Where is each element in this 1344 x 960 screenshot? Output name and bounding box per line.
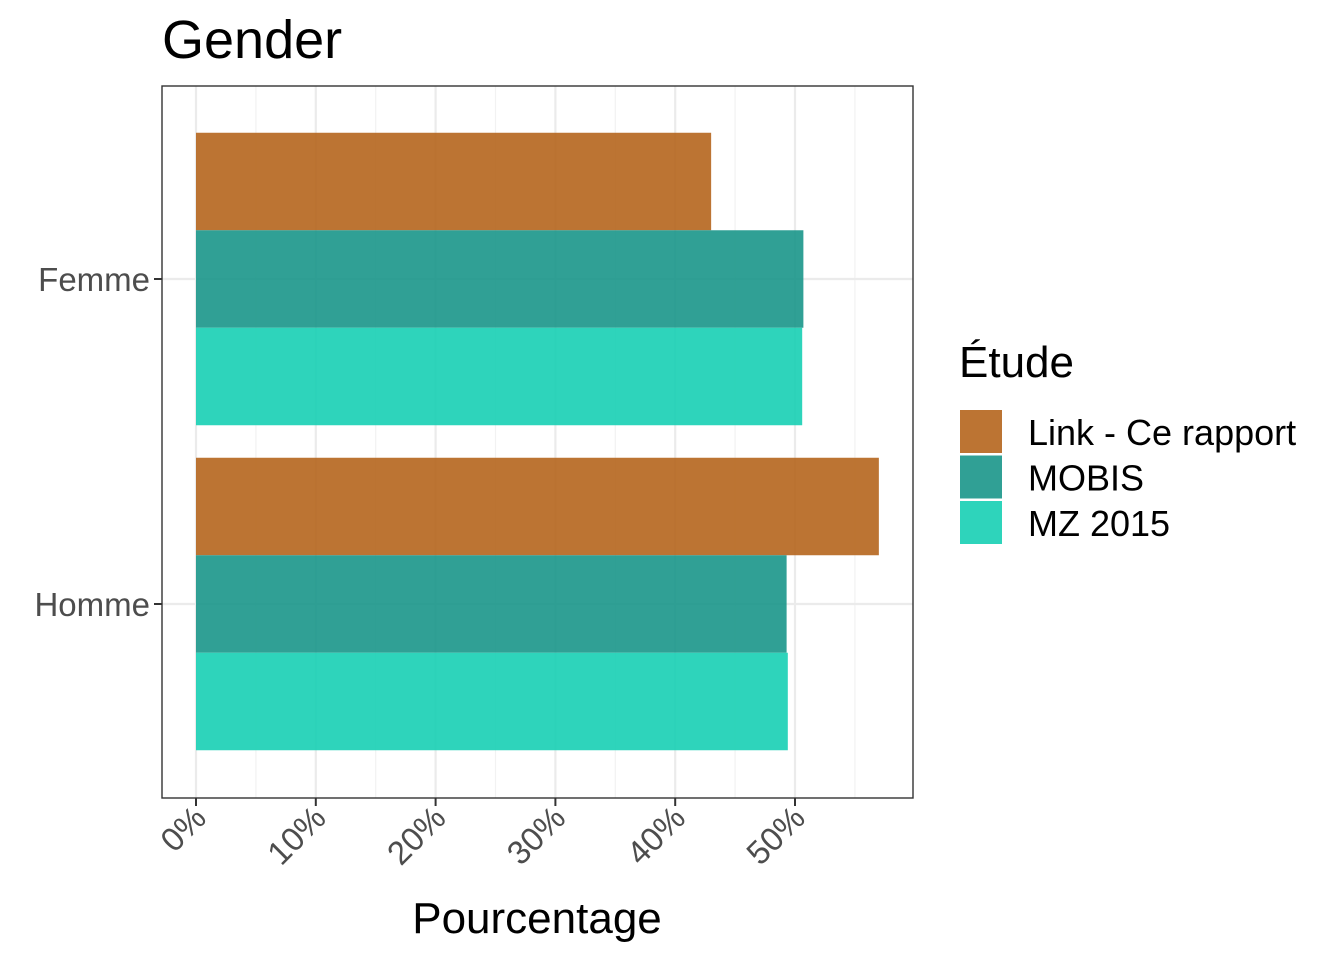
x-tick-label: 50% — [739, 799, 812, 872]
x-tick-label: 0% — [153, 799, 213, 859]
x-tick-label: 10% — [260, 799, 333, 872]
legend-label-mobis: MOBIS — [1028, 458, 1144, 499]
legend-key-mobis — [960, 455, 1002, 499]
bar-homme-mobis — [196, 555, 787, 653]
bar-femme-mobis — [196, 230, 804, 328]
bars — [196, 132, 879, 751]
plot-panel-border — [161, 85, 914, 799]
legend-title: Étude — [959, 338, 1074, 387]
bar-femme-mz-2015 — [196, 327, 803, 426]
x-axis-title: Pourcentage — [412, 894, 662, 943]
chart-title: Gender — [162, 10, 342, 70]
legend-key-mz-2015 — [960, 501, 1002, 544]
bar-homme-link-ce-rapport — [196, 457, 879, 556]
legend-label-mz-2015: MZ 2015 — [1028, 503, 1170, 544]
x-axis: 0% 10% 20% 30% 40% 50% — [153, 798, 812, 872]
x-tick-label: 30% — [499, 799, 572, 872]
y-tick-label-homme: Homme — [34, 586, 150, 623]
bar-homme-mz-2015 — [196, 652, 788, 751]
y-tick-label-femme: Femme — [38, 261, 150, 298]
y-axis: Femme Homme — [34, 261, 162, 623]
legend-label-link-ce-rapport: Link - Ce rapport — [1028, 412, 1296, 453]
bar-femme-link-ce-rapport — [196, 132, 712, 231]
x-tick-label: 40% — [619, 799, 692, 872]
legend-key-link-ce-rapport — [960, 410, 1002, 453]
x-tick-label: 20% — [380, 799, 453, 872]
